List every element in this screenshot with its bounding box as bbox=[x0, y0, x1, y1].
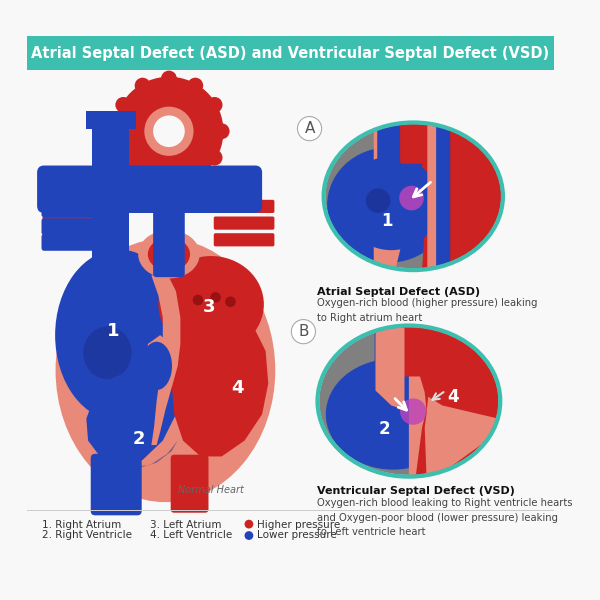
Text: 1: 1 bbox=[106, 322, 119, 340]
FancyBboxPatch shape bbox=[214, 233, 274, 247]
Circle shape bbox=[193, 295, 203, 305]
Text: 2. Right Ventricle: 2. Right Ventricle bbox=[43, 530, 133, 540]
Polygon shape bbox=[110, 440, 178, 469]
Bar bbox=[86, 111, 136, 128]
Circle shape bbox=[187, 77, 203, 94]
Circle shape bbox=[145, 107, 194, 156]
Text: Oxygen-rich blood (higher pressure) leaking
to Right atrium heart: Oxygen-rich blood (higher pressure) leak… bbox=[317, 298, 537, 323]
Text: B: B bbox=[298, 324, 308, 339]
Ellipse shape bbox=[326, 359, 460, 470]
Circle shape bbox=[245, 520, 253, 529]
FancyBboxPatch shape bbox=[214, 200, 274, 213]
Circle shape bbox=[187, 169, 203, 185]
Circle shape bbox=[400, 398, 427, 425]
Polygon shape bbox=[86, 353, 183, 465]
Ellipse shape bbox=[55, 250, 182, 421]
Polygon shape bbox=[151, 274, 181, 445]
Ellipse shape bbox=[327, 148, 450, 263]
Polygon shape bbox=[413, 327, 499, 475]
Circle shape bbox=[115, 77, 223, 186]
Circle shape bbox=[399, 186, 424, 211]
Bar bbox=[26, 510, 554, 511]
Polygon shape bbox=[422, 124, 501, 268]
Circle shape bbox=[214, 124, 230, 139]
Ellipse shape bbox=[319, 327, 499, 475]
Circle shape bbox=[245, 531, 253, 540]
FancyBboxPatch shape bbox=[153, 209, 185, 277]
Circle shape bbox=[108, 124, 124, 139]
Text: Oxygen-rich blood leaking to Right ventricle hearts
and Oxygen-poor blood (lower: Oxygen-rich blood leaking to Right ventr… bbox=[317, 498, 572, 538]
Bar bbox=[92, 115, 130, 291]
Ellipse shape bbox=[343, 157, 440, 250]
FancyBboxPatch shape bbox=[427, 122, 436, 270]
Ellipse shape bbox=[325, 124, 501, 268]
Ellipse shape bbox=[366, 188, 391, 213]
FancyBboxPatch shape bbox=[41, 200, 100, 217]
Text: A: A bbox=[304, 121, 315, 136]
FancyBboxPatch shape bbox=[91, 454, 142, 515]
FancyBboxPatch shape bbox=[430, 122, 455, 271]
Polygon shape bbox=[172, 309, 268, 457]
Polygon shape bbox=[409, 327, 427, 475]
FancyBboxPatch shape bbox=[401, 324, 427, 376]
FancyBboxPatch shape bbox=[43, 217, 94, 230]
Text: Atrial Septal Defect (ASD) and Ventricular Septal Defect (VSD): Atrial Septal Defect (ASD) and Ventricul… bbox=[31, 46, 549, 61]
Text: Ventricular Septal Defect (VSD): Ventricular Septal Defect (VSD) bbox=[317, 487, 514, 496]
Ellipse shape bbox=[141, 342, 172, 390]
Text: 4: 4 bbox=[447, 388, 458, 406]
Circle shape bbox=[161, 71, 177, 86]
Polygon shape bbox=[148, 335, 169, 366]
Text: 3: 3 bbox=[203, 298, 215, 316]
Bar bbox=[26, 37, 554, 70]
FancyBboxPatch shape bbox=[43, 233, 94, 247]
FancyBboxPatch shape bbox=[377, 122, 402, 166]
Text: Lower pressure: Lower pressure bbox=[257, 530, 337, 540]
Ellipse shape bbox=[138, 230, 200, 278]
Text: 2: 2 bbox=[133, 430, 145, 448]
Ellipse shape bbox=[56, 238, 275, 502]
FancyBboxPatch shape bbox=[41, 234, 100, 251]
Text: Atrial Septal Defect (ASD): Atrial Septal Defect (ASD) bbox=[317, 287, 480, 297]
FancyBboxPatch shape bbox=[214, 217, 274, 230]
Circle shape bbox=[161, 176, 177, 192]
Circle shape bbox=[207, 97, 223, 113]
FancyBboxPatch shape bbox=[171, 455, 208, 512]
Text: 3. Left Atrium: 3. Left Atrium bbox=[149, 520, 221, 530]
Circle shape bbox=[153, 115, 185, 147]
Polygon shape bbox=[374, 124, 421, 268]
Text: Normal Heart: Normal Heart bbox=[178, 485, 244, 495]
Text: 1. Right Atrium: 1. Right Atrium bbox=[43, 520, 122, 530]
Polygon shape bbox=[425, 397, 499, 475]
Text: 4: 4 bbox=[231, 379, 244, 397]
Ellipse shape bbox=[148, 238, 190, 271]
FancyBboxPatch shape bbox=[41, 218, 100, 235]
Circle shape bbox=[134, 77, 151, 94]
FancyBboxPatch shape bbox=[37, 166, 262, 213]
Text: Higher pressure: Higher pressure bbox=[257, 520, 340, 530]
Text: 4. Left Ventricle: 4. Left Ventricle bbox=[149, 530, 232, 540]
Polygon shape bbox=[376, 327, 404, 410]
FancyBboxPatch shape bbox=[450, 122, 471, 270]
Circle shape bbox=[134, 169, 151, 185]
Ellipse shape bbox=[158, 256, 264, 353]
FancyBboxPatch shape bbox=[400, 122, 423, 164]
FancyBboxPatch shape bbox=[374, 324, 406, 379]
Circle shape bbox=[115, 97, 131, 113]
Text: 2: 2 bbox=[379, 420, 390, 438]
Circle shape bbox=[207, 150, 223, 166]
Circle shape bbox=[210, 292, 221, 302]
Text: 1: 1 bbox=[381, 212, 392, 230]
Circle shape bbox=[115, 150, 131, 166]
FancyBboxPatch shape bbox=[43, 200, 94, 213]
Circle shape bbox=[225, 296, 236, 307]
Ellipse shape bbox=[83, 326, 131, 379]
